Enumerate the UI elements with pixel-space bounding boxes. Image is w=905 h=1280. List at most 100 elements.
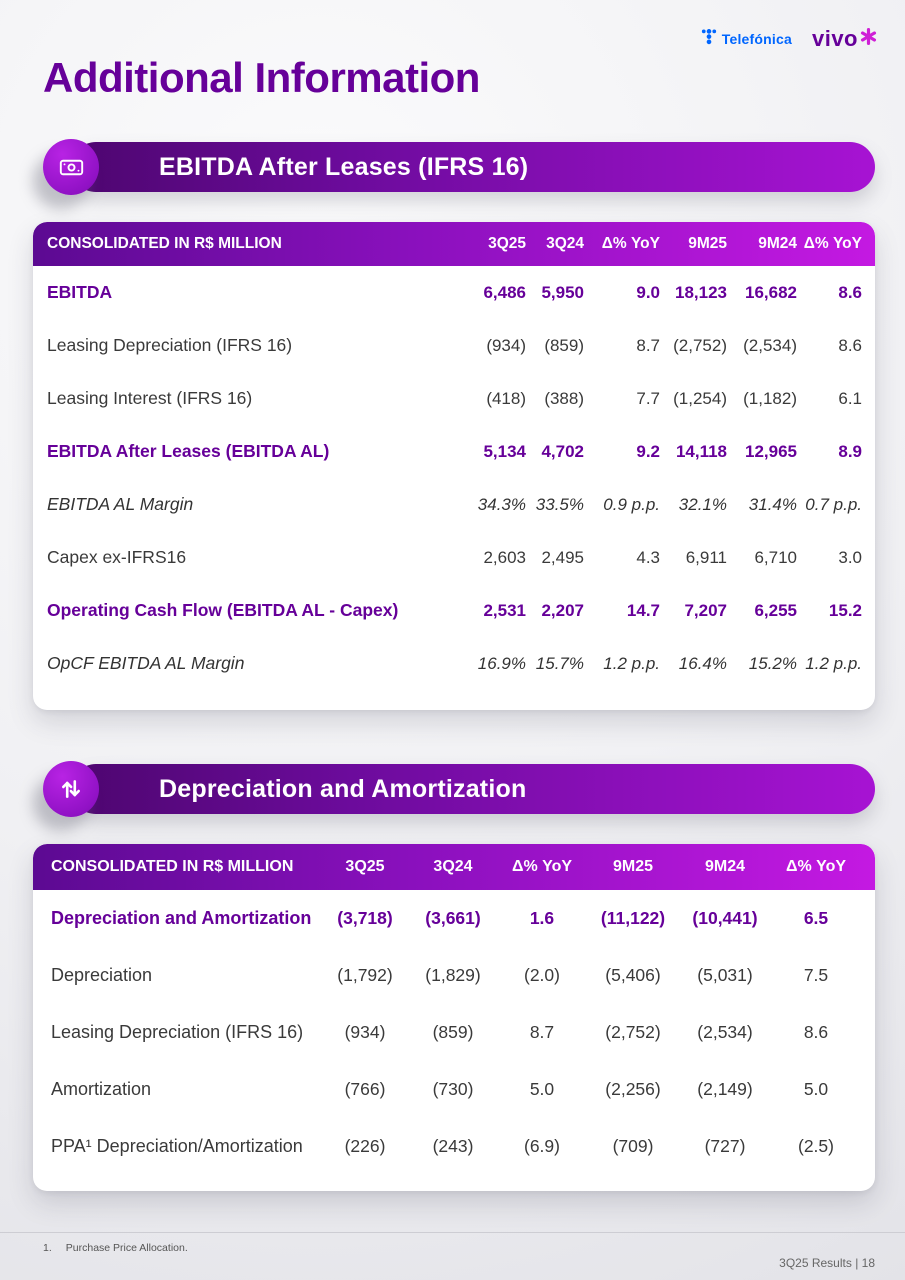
row-value: 0.9 p.p.: [603, 494, 660, 514]
row-value: 6,486: [483, 282, 526, 302]
row-value: 8.6: [803, 1022, 829, 1042]
row-value: 2,531: [483, 600, 526, 620]
row-value: (243): [432, 1136, 474, 1156]
row-label: Leasing Interest (IFRS 16): [47, 388, 253, 408]
row-value: 6.5: [803, 908, 829, 928]
row-value: (2,752): [673, 335, 727, 355]
row-value: 2,207: [541, 600, 584, 620]
section-title-bar: Depreciation and Amortization: [71, 764, 875, 814]
row-value: 4,702: [541, 441, 584, 461]
row-value: (2.5): [798, 1136, 834, 1156]
table-row: Leasing Interest (IFRS 16) (418) (388) 7.7 (…: [33, 372, 875, 425]
row-label: Depreciation and Amortization: [51, 908, 312, 928]
row-value: 6,911: [685, 547, 727, 567]
row-value: 2,495: [541, 547, 584, 567]
row-value: 6,710: [754, 547, 797, 567]
row-value: 8.6: [838, 282, 862, 302]
section-title-bar: EBITDA After Leases (IFRS 16): [71, 142, 875, 192]
depreciation-amortization-table: CONSOLIDATED IN R$ MILLION 3Q25 3Q24 Δ% …: [33, 844, 875, 1191]
footer-divider: [0, 1232, 905, 1233]
column-header: CONSOLIDATED IN R$ MILLION: [47, 235, 282, 252]
vivo-logo: vivo: [812, 26, 877, 52]
table-header-row: CONSOLIDATED IN R$ MILLION 3Q25 3Q24 Δ% …: [33, 844, 875, 890]
row-label: EBITDA: [47, 282, 113, 302]
table-row: EBITDA After Leases (EBITDA AL) 5,134 4,70…: [33, 425, 875, 478]
row-value: 16.9%: [477, 653, 526, 673]
row-value: (934): [486, 335, 526, 355]
row-value: (388): [544, 388, 584, 408]
column-header: 9M24: [704, 858, 746, 875]
row-value: (6.9): [524, 1136, 560, 1156]
table-row: EBITDA 6,486 5,950 9.0 18,123 16,682 8.6: [33, 266, 875, 319]
table-row: Leasing Depreciation (IFRS 16) (934) (859)…: [33, 1004, 875, 1061]
row-label: OpCF EBITDA AL Margin: [47, 653, 245, 673]
column-header: 3Q24: [433, 858, 473, 875]
row-value: 34.3%: [477, 494, 526, 514]
page-number: 3Q25 Results | 18: [779, 1256, 875, 1270]
row-value: 33.5%: [535, 494, 584, 514]
row-label: Leasing Depreciation (IFRS 16): [51, 1022, 304, 1042]
row-value: (3,718): [337, 908, 393, 928]
row-value: (10,441): [692, 908, 758, 928]
table-row: OpCF EBITDA AL Margin 16.9% 15.7% 1.2 p.p. 1…: [33, 637, 875, 690]
row-label: EBITDA AL Margin: [47, 494, 194, 514]
row-value: 5,950: [541, 282, 584, 302]
row-value: 15.2: [828, 600, 862, 620]
ebitda-after-leases-table: CONSOLIDATED IN R$ MILLION 3Q25 3Q24 Δ% …: [33, 222, 875, 710]
row-label: Capex ex-IFRS16: [47, 547, 187, 567]
row-value: 6.1: [838, 388, 862, 408]
column-header: Δ% YoY: [511, 858, 573, 875]
column-header: 9M24: [758, 235, 797, 252]
row-value: 32.1%: [678, 494, 727, 514]
table-row: EBITDA AL Margin 34.3% 33.5% 0.9 p.p. 32.1% 3…: [33, 478, 875, 531]
row-value: 9.2: [636, 441, 660, 461]
row-value: 15.2%: [748, 653, 797, 673]
footnote-number: 1.: [43, 1242, 52, 1254]
row-value: 3.0: [838, 547, 862, 567]
row-value: (1,829): [425, 965, 481, 985]
section-title: EBITDA After Leases (IFRS 16): [159, 152, 529, 181]
row-value: (5,031): [697, 965, 753, 985]
telefonica-wordmark: Telefónica: [721, 31, 792, 47]
row-value: (766): [344, 1079, 386, 1099]
row-value: (1,254): [673, 388, 727, 408]
row-value: 5.0: [803, 1079, 829, 1099]
row-value: 0.7 p.p.: [805, 494, 862, 514]
row-value: 7,207: [684, 600, 727, 620]
footnote: 1. Purchase Price Allocation.: [43, 1242, 188, 1254]
brand-logos: Telefónica vivo: [700, 26, 877, 52]
table-row: Leasing Depreciation (IFRS 16) (934) (859)…: [33, 319, 875, 372]
column-header: 9M25: [612, 858, 654, 875]
table-body: EBITDA 6,486 5,950 9.0 18,123 16,682 8.6 Leasin…: [33, 266, 875, 690]
table-row: PPA¹ Depreciation/Amortization (226) (243)…: [33, 1118, 875, 1175]
column-header: Δ% YoY: [803, 235, 862, 252]
row-value: (1,792): [337, 965, 393, 985]
row-value: 2,603: [483, 547, 526, 567]
table-row: Capex ex-IFRS16 2,603 2,495 4.3 6,911 6,710 3.…: [33, 531, 875, 584]
row-value: 5.0: [529, 1079, 555, 1099]
row-value: (2,149): [697, 1079, 753, 1099]
row-value: (730): [432, 1079, 474, 1099]
row-label: PPA¹ Depreciation/Amortization: [51, 1136, 303, 1156]
row-label: Amortization: [51, 1079, 152, 1099]
column-header: 3Q24: [546, 235, 584, 252]
page-title: Additional Information: [43, 54, 480, 101]
table-row: Amortization (766) (730) 5.0 (2,256) (2,149) 5…: [33, 1061, 875, 1118]
row-value: 5,134: [483, 441, 526, 461]
section-header-ebitda-after-leases: EBITDA After Leases (IFRS 16): [43, 138, 875, 196]
row-value: (709): [612, 1136, 654, 1156]
row-value: 16,682: [745, 282, 797, 302]
row-value: 15.7%: [535, 653, 584, 673]
row-value: (727): [704, 1136, 746, 1156]
row-value: 12,965: [745, 441, 797, 461]
row-label: Operating Cash Flow (EBITDA AL - Capex): [47, 600, 399, 620]
column-header: CONSOLIDATED IN R$ MILLION: [51, 858, 294, 875]
row-label: Leasing Depreciation (IFRS 16): [47, 335, 293, 355]
row-value: 1.2 p.p.: [603, 653, 660, 673]
row-value: (934): [344, 1022, 386, 1042]
telefonica-dots-icon: [700, 28, 718, 51]
arrows-up-down-icon: [43, 761, 99, 817]
section-title: Depreciation and Amortization: [159, 774, 527, 803]
row-label: EBITDA After Leases (EBITDA AL): [47, 441, 330, 461]
